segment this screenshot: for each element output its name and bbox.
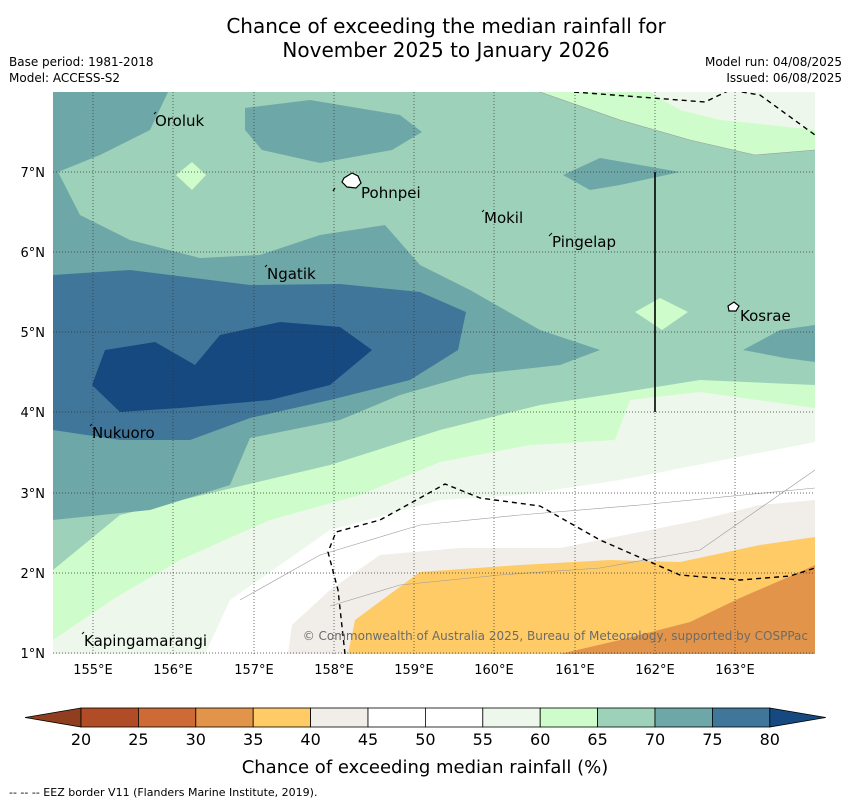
colorbar-tick-label: 25 bbox=[128, 730, 148, 749]
lat-tick-1n: 1°N bbox=[21, 647, 46, 662]
place-label-oroluk: Oroluk bbox=[155, 112, 204, 130]
place-label-nukuoro: Nukuoro bbox=[92, 424, 155, 442]
colorbar-segment bbox=[424, 707, 484, 728]
place-label-ngatik: Ngatik bbox=[267, 265, 316, 283]
colorbar-tick-label: 35 bbox=[243, 730, 263, 749]
title-line-2: November 2025 to January 2026 bbox=[282, 38, 610, 62]
copyright-text: © Commonwealth of Australia 2025, Bureau… bbox=[303, 629, 808, 643]
colorbar-tick-label: 40 bbox=[300, 730, 320, 749]
place-label-pingelap: Pingelap bbox=[552, 233, 616, 251]
place-label-pohnpei: Pohnpei bbox=[361, 184, 421, 202]
colorbar-tick-label: 80 bbox=[760, 730, 780, 749]
colorbar-segment bbox=[80, 707, 139, 728]
colorbar-tick-label: 50 bbox=[415, 730, 435, 749]
lon-tick-156e: 156°E bbox=[153, 663, 193, 678]
place-label-kapingamarangi: Kapingamarangi bbox=[84, 632, 207, 650]
colorbar-tick-label: 45 bbox=[358, 730, 378, 749]
colorbar-extend-high bbox=[769, 707, 826, 728]
colorbar-tick-label: 70 bbox=[645, 730, 665, 749]
colorbar-segment bbox=[195, 707, 254, 728]
issued-date: Issued: 06/08/2025 bbox=[726, 71, 842, 85]
colorbar-tick-label: 75 bbox=[702, 730, 722, 749]
band-35-40 bbox=[560, 565, 815, 654]
lat-tick-7n: 7°N bbox=[21, 166, 46, 181]
colorbar-tick-label: 30 bbox=[186, 730, 206, 749]
colorbar-segment bbox=[310, 707, 369, 728]
lat-tick-4n: 4°N bbox=[21, 406, 46, 421]
lon-tick-157e: 157°E bbox=[234, 663, 274, 678]
colorbar-tick-label: 20 bbox=[71, 730, 91, 749]
kosrae-island bbox=[727, 301, 740, 312]
pohnpei-island bbox=[341, 172, 362, 189]
place-label-mokil: Mokil bbox=[484, 209, 523, 227]
meta-left: Base period: 1981-2018 Model: ACCESS-S2 bbox=[9, 54, 154, 86]
patch-60-65-east bbox=[635, 298, 688, 330]
colorbar-segment bbox=[597, 707, 656, 728]
eez-border bbox=[327, 92, 815, 654]
lon-tick-159e: 159°E bbox=[394, 663, 434, 678]
colorbar-segment bbox=[137, 707, 197, 728]
lon-tick-162e: 162°E bbox=[635, 663, 675, 678]
band-70-75-southeast bbox=[743, 325, 815, 362]
map-title: Chance of exceeding the median rainfall … bbox=[0, 14, 850, 62]
colorbar-label: Chance of exceeding median rainfall (%) bbox=[242, 757, 609, 778]
title-line-1: Chance of exceeding the median rainfall … bbox=[226, 14, 666, 38]
colorbar-segment bbox=[252, 707, 311, 728]
colorbar-tick-label: 65 bbox=[587, 730, 607, 749]
base-period: Base period: 1981-2018 bbox=[9, 55, 154, 69]
meta-right: Model run: 04/08/2025 Issued: 06/08/2025 bbox=[705, 54, 842, 86]
lat-tick-2n: 2°N bbox=[21, 567, 46, 582]
lon-tick-155e: 155°E bbox=[73, 663, 113, 678]
model-run: Model run: 04/08/2025 bbox=[704, 55, 842, 69]
island-markers bbox=[81, 111, 553, 635]
patch-60-65-west bbox=[176, 162, 206, 190]
colorbar-tick-label: 60 bbox=[530, 730, 550, 749]
colorbar-extend-low bbox=[24, 707, 82, 728]
colorbar-segment bbox=[482, 707, 541, 728]
band-80-plus bbox=[92, 322, 372, 412]
model-name: Model: ACCESS-S2 bbox=[9, 71, 121, 85]
colorbar-segment bbox=[367, 707, 426, 728]
lat-tick-5n: 5°N bbox=[21, 326, 46, 341]
eez-footnote: -- -- -- EEZ border V11 (Flanders Marine… bbox=[9, 786, 318, 799]
colorbar: 20 25 30 35 40 45 50 55 60 65 70 75 80 bbox=[24, 707, 826, 749]
graticule bbox=[53, 92, 815, 654]
band-70-75-east bbox=[563, 158, 680, 190]
lon-tick-158e: 158°E bbox=[314, 663, 354, 678]
band-70-75-north bbox=[245, 100, 422, 163]
pohnpei-islet bbox=[332, 187, 336, 192]
place-label-kosrae: Kosrae bbox=[740, 307, 791, 325]
lon-tick-163e: 163°E bbox=[715, 663, 755, 678]
lat-tick-3n: 3°N bbox=[21, 487, 46, 502]
colorbar-tick-label: 55 bbox=[473, 730, 493, 749]
colorbar-segment bbox=[654, 707, 713, 728]
colorbar-segment bbox=[539, 707, 599, 728]
lon-tick-160e: 160°E bbox=[474, 663, 514, 678]
lat-tick-6n: 6°N bbox=[21, 246, 46, 261]
contour-lines bbox=[239, 92, 815, 607]
colorbar-segment bbox=[712, 707, 771, 728]
rainfall-map: Oroluk Pohnpei Mokil Pingelap Ngatik Kos… bbox=[53, 92, 815, 654]
lon-tick-161e: 161°E bbox=[555, 663, 595, 678]
